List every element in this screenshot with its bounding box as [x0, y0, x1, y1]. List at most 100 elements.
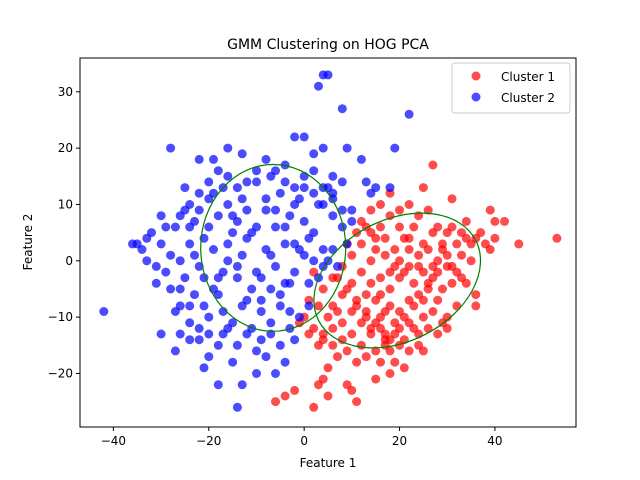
data-point-cluster-1: [328, 323, 338, 333]
legend-marker-cluster-1: [471, 71, 481, 81]
data-point-cluster-2: [180, 273, 190, 283]
x-tick-label: 40: [487, 434, 502, 448]
data-point-cluster-1: [337, 318, 347, 328]
data-point-cluster-2: [261, 194, 271, 204]
data-point-cluster-1: [552, 233, 562, 243]
data-point-cluster-2: [194, 323, 204, 333]
data-point-cluster-1: [447, 194, 457, 204]
data-point-cluster-2: [142, 256, 152, 266]
data-point-cluster-1: [447, 222, 457, 232]
data-point-cluster-1: [318, 284, 328, 294]
data-point-cluster-1: [371, 346, 381, 356]
data-point-cluster-2: [404, 109, 414, 119]
data-point-cluster-1: [366, 329, 376, 339]
data-point-cluster-1: [399, 363, 409, 373]
data-point-cluster-1: [318, 329, 328, 339]
data-point-cluster-1: [457, 273, 466, 283]
data-point-cluster-1: [418, 183, 428, 193]
data-point-cluster-1: [328, 340, 338, 350]
data-point-cluster-2: [342, 143, 352, 153]
data-point-cluster-2: [290, 132, 300, 142]
data-point-cluster-2: [242, 205, 252, 215]
data-point-cluster-2: [161, 267, 171, 277]
data-point-cluster-1: [380, 233, 390, 243]
data-point-cluster-2: [347, 216, 357, 226]
data-point-cluster-1: [418, 239, 428, 249]
data-point-cluster-2: [299, 216, 309, 226]
data-point-cluster-1: [409, 301, 419, 311]
data-point-cluster-2: [218, 267, 228, 277]
data-point-cluster-2: [318, 245, 328, 254]
data-point-cluster-2: [213, 166, 223, 176]
data-point-cluster-2: [194, 335, 204, 345]
data-point-cluster-2: [204, 352, 214, 362]
data-point-cluster-1: [485, 245, 495, 254]
y-axis: −20 −10 0 10 20 30: [48, 85, 80, 380]
data-point-cluster-2: [261, 205, 271, 215]
data-point-cluster-2: [185, 239, 195, 249]
data-point-cluster-1: [318, 374, 328, 384]
data-point-cluster-2: [309, 166, 319, 176]
data-point-cluster-1: [399, 267, 409, 277]
data-point-cluster-2: [237, 149, 247, 159]
data-point-cluster-1: [323, 312, 333, 322]
data-point-cluster-2: [304, 301, 314, 311]
data-point-cluster-2: [161, 222, 171, 232]
data-point-cluster-1: [376, 273, 385, 283]
legend-label-cluster-2: Cluster 2: [501, 91, 555, 105]
x-tick-label: −20: [196, 434, 221, 448]
data-point-cluster-1: [347, 329, 357, 339]
data-point-cluster-2: [347, 205, 357, 215]
data-point-cluster-2: [328, 188, 338, 198]
data-point-cluster-1: [309, 402, 319, 412]
data-point-cluster-2: [199, 301, 209, 311]
data-point-cluster-2: [328, 211, 338, 221]
data-point-cluster-1: [452, 301, 462, 311]
data-point-cluster-1: [471, 301, 481, 311]
data-point-cluster-2: [137, 245, 147, 254]
data-point-cluster-1: [352, 397, 362, 407]
data-point-cluster-1: [433, 267, 443, 277]
data-point-cluster-1: [433, 222, 443, 232]
data-point-cluster-2: [218, 329, 228, 339]
data-point-cluster-1: [414, 250, 424, 260]
data-point-cluster-1: [371, 233, 381, 243]
data-point-cluster-2: [213, 340, 223, 350]
data-point-cluster-1: [376, 290, 385, 300]
data-point-cluster-1: [514, 239, 524, 249]
legend-marker-cluster-2: [471, 92, 481, 102]
gmm-ellipse-1: [200, 163, 347, 332]
data-point-cluster-1: [314, 301, 323, 311]
data-point-cluster-2: [180, 183, 190, 193]
data-point-cluster-1: [390, 329, 400, 339]
data-point-cluster-2: [299, 132, 309, 142]
data-point-cluster-1: [385, 369, 395, 378]
x-tick-label: 20: [392, 434, 407, 448]
data-point-cluster-2: [271, 205, 280, 215]
data-point-cluster-2: [261, 352, 271, 362]
data-point-cluster-1: [404, 318, 414, 328]
y-axis-label: Feature 2: [21, 214, 35, 271]
data-point-cluster-1: [366, 205, 376, 215]
data-point-cluster-1: [423, 323, 433, 333]
data-point-cluster-2: [275, 290, 285, 300]
data-point-cluster-2: [299, 183, 309, 193]
data-point-cluster-2: [275, 340, 285, 350]
data-point-cluster-2: [371, 183, 381, 193]
data-point-cluster-1: [361, 352, 371, 362]
data-point-cluster-2: [309, 149, 319, 159]
data-point-cluster-2: [185, 335, 195, 345]
data-point-cluster-2: [232, 216, 242, 226]
data-point-cluster-2: [342, 239, 352, 249]
data-point-cluster-2: [290, 335, 300, 345]
data-point-cluster-2: [213, 380, 223, 390]
data-point-cluster-2: [232, 273, 242, 283]
y-tick-label: −10: [48, 310, 73, 324]
data-point-cluster-1: [385, 267, 395, 277]
data-point-cluster-1: [347, 307, 357, 316]
data-point-cluster-1: [409, 222, 419, 232]
data-point-cluster-1: [457, 228, 466, 238]
data-point-cluster-1: [423, 205, 433, 215]
data-point-cluster-2: [175, 211, 185, 221]
data-point-cluster-2: [290, 183, 300, 193]
